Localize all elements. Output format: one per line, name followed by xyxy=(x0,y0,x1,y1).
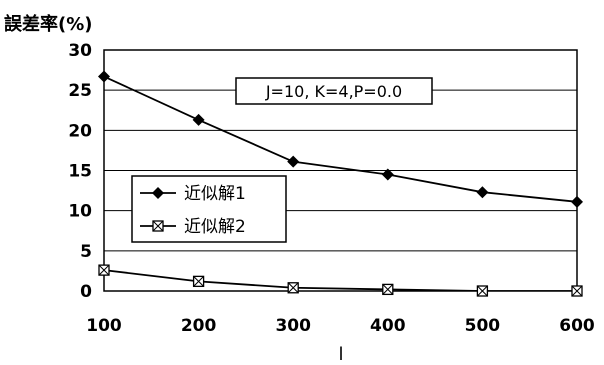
x-axis-label: l xyxy=(338,344,343,365)
x-tick-label: 300 xyxy=(275,316,311,336)
y-tick-label: 25 xyxy=(68,81,92,101)
y-tick-label: 0 xyxy=(80,282,92,302)
y-tick-label: 20 xyxy=(68,121,92,141)
annotation: J=10, K=4,P=0.0 xyxy=(235,77,433,105)
series-line-2 xyxy=(104,269,577,291)
y-tick-labels: 0 5 10 15 20 25 30 xyxy=(68,41,92,302)
legend-label-2: 近似解2 xyxy=(184,217,246,237)
x-tick-label: 200 xyxy=(181,316,217,336)
x-tick-label: 600 xyxy=(559,316,595,336)
marker-s1-600 xyxy=(571,195,583,208)
y-tick-label: 30 xyxy=(68,41,92,61)
annotation-text: J=10, K=4,P=0.0 xyxy=(265,82,402,101)
y-tick-label: 10 xyxy=(68,202,92,222)
legend-marker-1 xyxy=(152,187,164,199)
marker-s2-400 xyxy=(382,283,394,296)
legend-label-1: 近似解1 xyxy=(184,184,246,204)
marker-s1-300 xyxy=(287,155,300,168)
marker-s2-500 xyxy=(476,285,489,297)
marker-s1-500 xyxy=(476,186,489,199)
y-axis-label: 誤差率(%) xyxy=(4,13,93,35)
series-lines xyxy=(104,75,577,291)
series-line-1 xyxy=(104,75,577,203)
x-tick-label: 500 xyxy=(465,316,501,336)
annotation-box xyxy=(235,77,433,105)
marker-s2-200 xyxy=(192,275,205,288)
legend-marker-2 xyxy=(152,220,164,232)
legend: 近似解1 近似解2 xyxy=(131,175,287,243)
y-tick-label: 5 xyxy=(80,242,92,262)
y-tick-label: 15 xyxy=(68,162,92,182)
series-markers xyxy=(98,70,583,297)
marker-s1-100 xyxy=(98,70,110,83)
x-tick-labels: 100 200 300 400 500 600 xyxy=(86,316,595,336)
x-tick-label: 400 xyxy=(370,316,406,336)
marker-s2-600 xyxy=(571,285,583,297)
marker-s1-200 xyxy=(192,113,205,126)
x-tick-label: 100 xyxy=(86,316,122,336)
marker-s2-100 xyxy=(98,264,110,276)
marker-s2-300 xyxy=(287,282,299,294)
marker-s1-400 xyxy=(381,168,394,181)
